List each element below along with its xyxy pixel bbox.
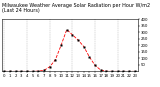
Text: Milwaukee Weather Average Solar Radiation per Hour W/m2 (Last 24 Hours): Milwaukee Weather Average Solar Radiatio…: [2, 3, 150, 13]
